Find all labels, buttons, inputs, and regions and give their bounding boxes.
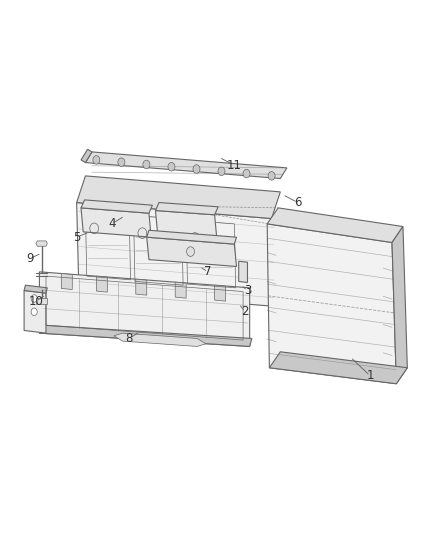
Text: 1: 1	[366, 369, 374, 382]
Text: 3: 3	[244, 284, 251, 297]
Polygon shape	[175, 282, 186, 298]
Circle shape	[31, 295, 37, 302]
Polygon shape	[24, 285, 47, 293]
Circle shape	[168, 163, 175, 171]
Circle shape	[243, 169, 250, 178]
Polygon shape	[147, 230, 237, 244]
Circle shape	[187, 247, 194, 256]
Text: 5: 5	[73, 231, 80, 244]
Circle shape	[31, 308, 37, 316]
Polygon shape	[267, 224, 396, 384]
Text: 4: 4	[108, 217, 116, 230]
Polygon shape	[85, 152, 287, 179]
Polygon shape	[155, 203, 218, 215]
Circle shape	[218, 167, 225, 175]
Polygon shape	[36, 298, 47, 304]
Polygon shape	[81, 208, 151, 237]
Polygon shape	[39, 272, 250, 346]
Circle shape	[118, 158, 125, 166]
Text: 7: 7	[204, 265, 212, 278]
Polygon shape	[155, 211, 217, 239]
Polygon shape	[147, 237, 237, 266]
Circle shape	[193, 165, 200, 173]
Polygon shape	[81, 149, 92, 163]
Polygon shape	[136, 279, 147, 295]
Text: 9: 9	[26, 252, 34, 265]
Text: 2: 2	[241, 305, 249, 318]
Polygon shape	[61, 273, 72, 289]
Polygon shape	[392, 227, 407, 384]
Polygon shape	[39, 325, 252, 346]
Polygon shape	[77, 203, 276, 306]
Text: 6: 6	[294, 196, 302, 209]
Circle shape	[93, 156, 100, 164]
Polygon shape	[267, 208, 403, 243]
Polygon shape	[81, 200, 152, 213]
Text: 11: 11	[227, 159, 242, 172]
Polygon shape	[269, 352, 407, 384]
Text: 10: 10	[28, 295, 43, 308]
Polygon shape	[24, 290, 46, 333]
Polygon shape	[96, 276, 107, 292]
Circle shape	[143, 160, 150, 169]
Polygon shape	[77, 176, 280, 219]
Polygon shape	[114, 333, 206, 346]
Polygon shape	[36, 241, 47, 246]
Circle shape	[268, 172, 275, 180]
Polygon shape	[239, 261, 247, 282]
Text: 8: 8	[126, 332, 133, 345]
Polygon shape	[215, 285, 226, 301]
